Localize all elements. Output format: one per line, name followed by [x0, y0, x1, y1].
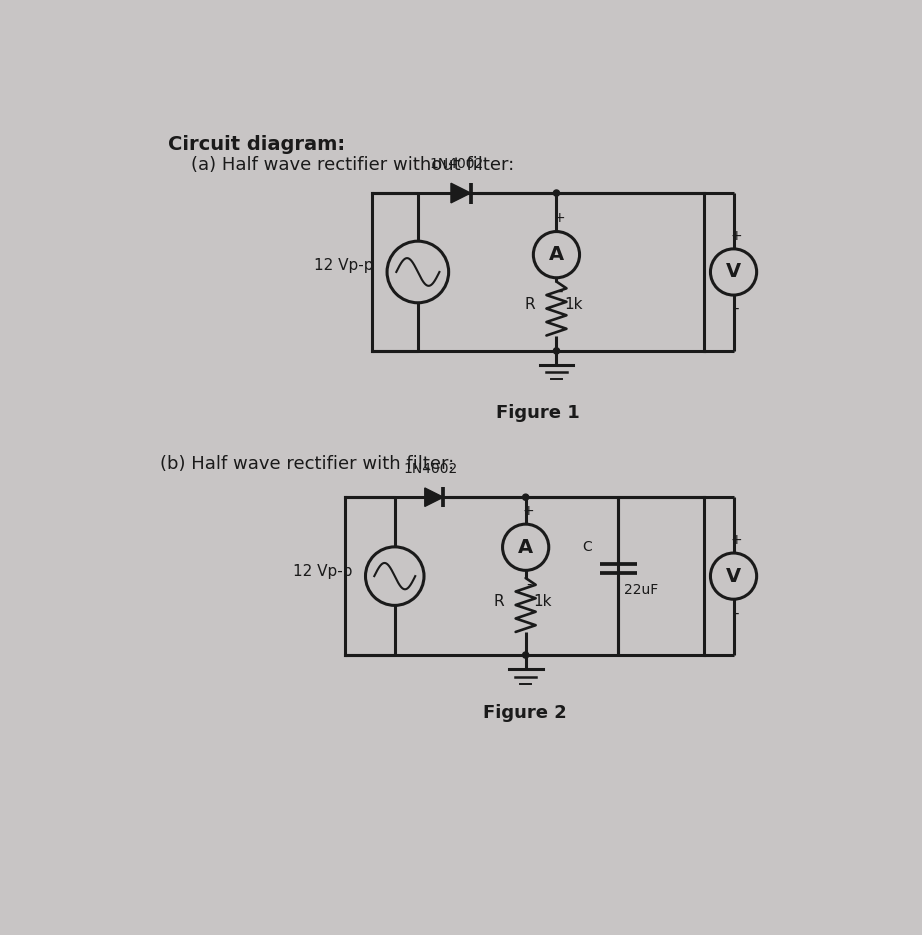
Text: +: +: [730, 533, 741, 547]
Text: -: -: [526, 577, 531, 592]
Text: A: A: [549, 245, 564, 265]
Text: R: R: [493, 594, 504, 609]
Text: +: +: [554, 211, 565, 225]
Text: V: V: [726, 567, 741, 585]
Circle shape: [523, 494, 528, 500]
Text: (b) Half wave rectifier with filter:: (b) Half wave rectifier with filter:: [160, 454, 455, 473]
Text: R: R: [525, 297, 535, 312]
Polygon shape: [451, 183, 470, 203]
Text: 1k: 1k: [564, 297, 583, 312]
Text: -: -: [733, 605, 739, 621]
Text: +: +: [730, 229, 741, 243]
Circle shape: [553, 190, 560, 196]
Text: C: C: [582, 539, 592, 554]
Text: 1k: 1k: [533, 594, 552, 609]
Circle shape: [523, 652, 528, 658]
Text: 12 Vp-p: 12 Vp-p: [293, 564, 352, 579]
Text: 1N4002: 1N4002: [430, 157, 483, 171]
Text: 12 Vp-p: 12 Vp-p: [313, 258, 373, 273]
Text: Figure 1: Figure 1: [496, 404, 580, 422]
Polygon shape: [425, 488, 443, 507]
Text: +: +: [523, 504, 535, 518]
Text: 1N4002: 1N4002: [404, 462, 458, 476]
Text: 22uF: 22uF: [624, 583, 658, 597]
Text: -: -: [557, 284, 562, 299]
Text: V: V: [726, 263, 741, 281]
Circle shape: [553, 348, 560, 354]
Text: -: -: [733, 301, 739, 316]
Text: (a) Half wave rectifier without filter:: (a) Half wave rectifier without filter:: [191, 156, 514, 174]
Text: Figure 2: Figure 2: [482, 704, 566, 722]
Text: A: A: [518, 538, 533, 556]
Text: Circuit diagram:: Circuit diagram:: [168, 136, 345, 154]
